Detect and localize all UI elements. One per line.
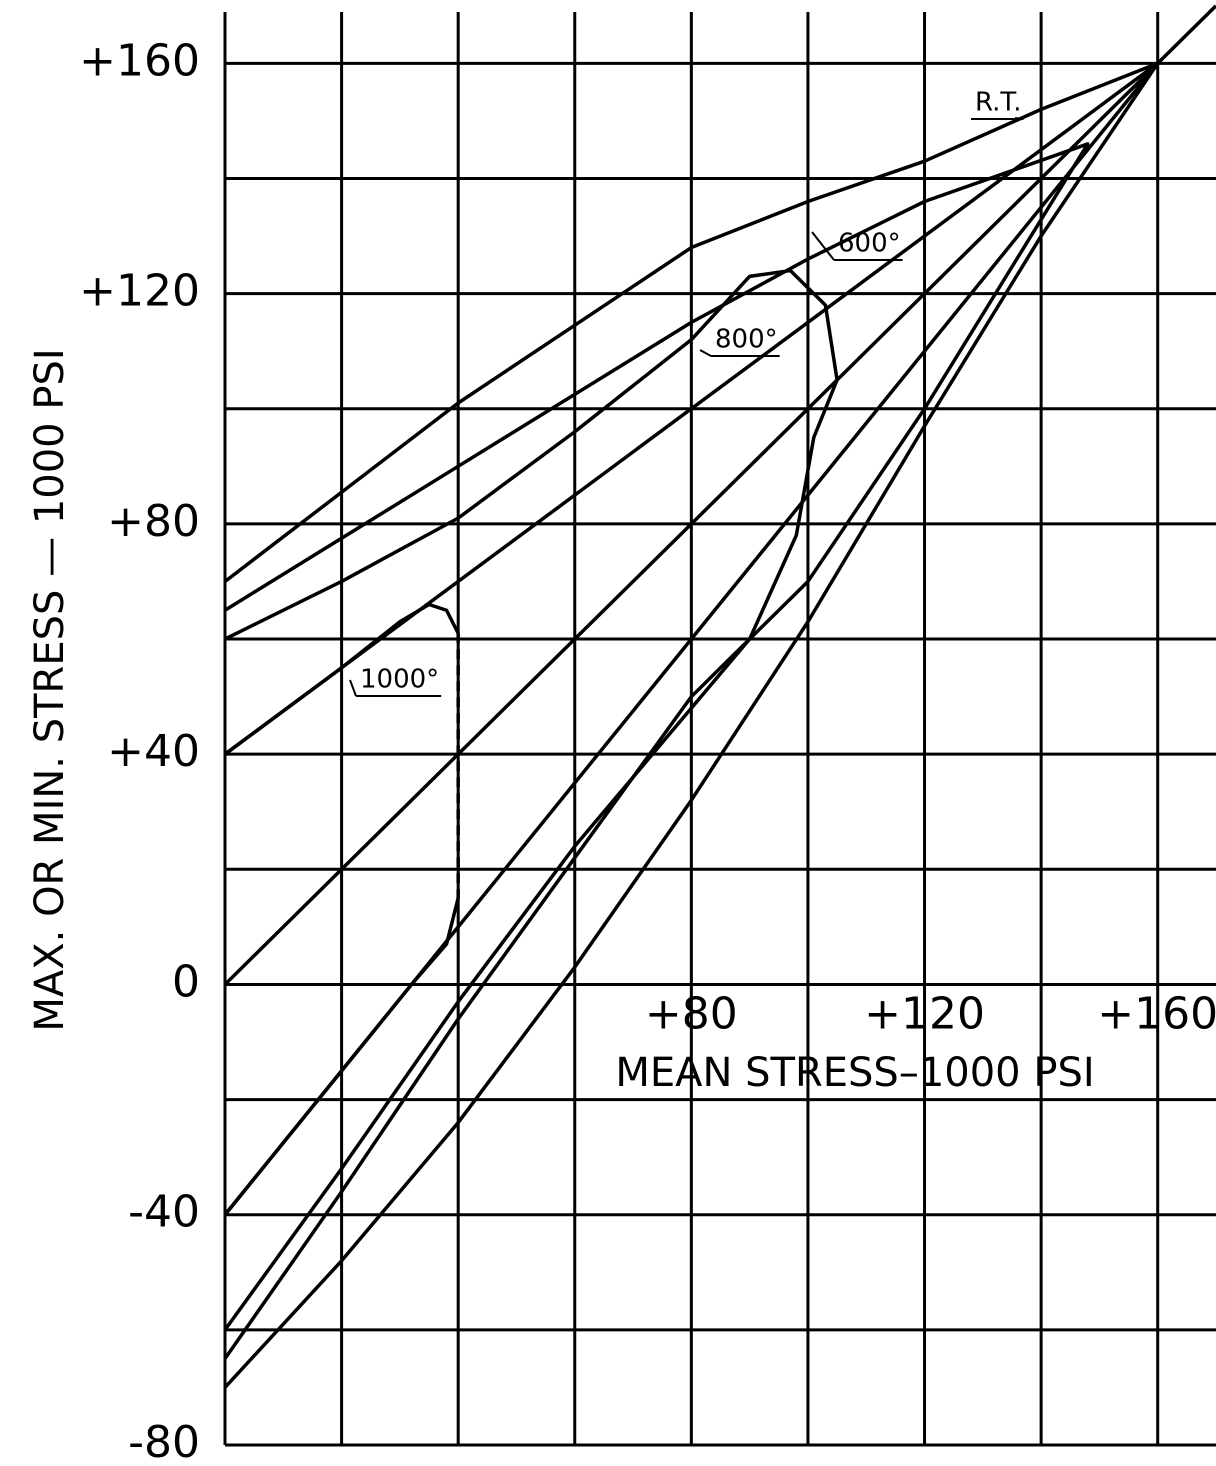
curve [223, 61, 1160, 1389]
curve-label: 600° [838, 229, 901, 259]
label-leader [349, 679, 357, 697]
x-tick-label: +160 [1097, 988, 1216, 1039]
y-tick-label: +160 [79, 35, 200, 86]
y-tick-label: +120 [79, 266, 200, 317]
label-leader [1014, 117, 1024, 120]
y-axis-label: MAX. OR MIN. STRESS — 1000 PSI [27, 348, 73, 1031]
y-tick-label: +40 [107, 726, 200, 777]
curve-label: 1000° [360, 665, 439, 695]
y-tick-label: +80 [107, 496, 200, 547]
label-leader [811, 231, 835, 261]
y-tick-label: 0 [172, 956, 200, 1007]
label-leader [699, 349, 712, 357]
curve-label: 800° [715, 325, 778, 355]
curve [223, 142, 1090, 1360]
curve-label: R.T. [975, 88, 1021, 118]
x-tick-label: +80 [645, 988, 738, 1039]
x-tick-label: +120 [864, 988, 985, 1039]
curve [223, 4, 1216, 986]
y-tick-label: -80 [128, 1417, 200, 1466]
curve [223, 268, 839, 1331]
y-tick-label: -40 [128, 1187, 200, 1238]
x-axis-label: MEAN STRESS–1000 PSI [615, 1050, 1094, 1096]
curve [223, 602, 460, 1216]
